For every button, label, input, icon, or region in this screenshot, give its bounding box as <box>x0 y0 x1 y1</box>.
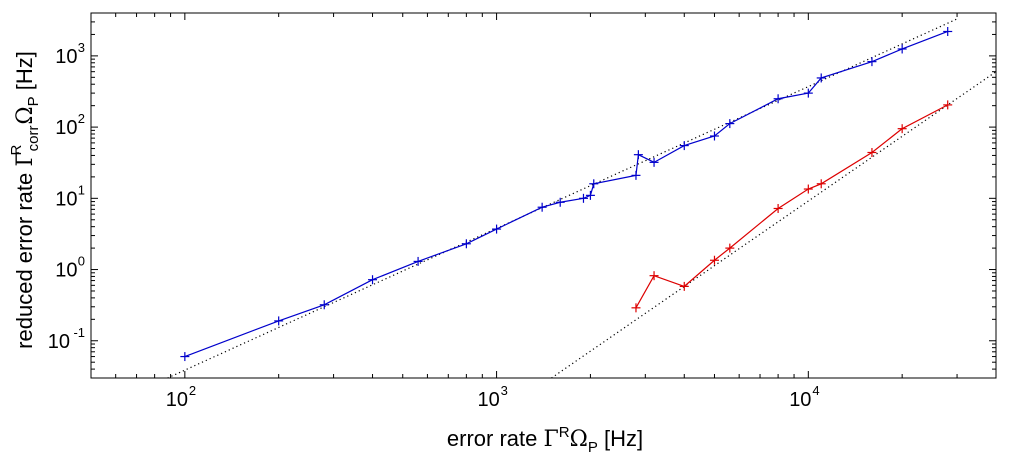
x-tick-exponent: 2 <box>189 383 196 398</box>
series-1-point <box>589 179 599 189</box>
y-axis-gamma-symbol: Γ <box>13 151 38 166</box>
series-2-point <box>867 147 877 157</box>
x-axis-label: error rate ΓRΩP [Hz] <box>447 424 643 456</box>
y-tick-label: 10 <box>55 117 77 139</box>
x-axis-unit: [Hz] <box>598 426 643 451</box>
x-tick-exponent: 4 <box>812 383 819 398</box>
series-2-point <box>709 255 719 265</box>
series-1-point <box>679 141 689 151</box>
y-tick-exponent: 0 <box>78 254 85 269</box>
series-1-point <box>803 88 813 98</box>
series-1 <box>180 26 953 362</box>
x-axis-superscript: R <box>559 424 570 441</box>
series-layer <box>180 26 953 362</box>
y-axis-superscript: R <box>8 145 25 156</box>
x-tick-label: 10 <box>789 389 811 411</box>
x-axis-omega-symbol: Ω <box>570 427 588 452</box>
y-axis-subscript-p: P <box>25 96 42 106</box>
series-1-point <box>492 224 502 234</box>
series-2-point <box>803 184 813 194</box>
series-2 <box>631 100 953 313</box>
series-2-point <box>943 100 953 110</box>
series-1-point <box>816 73 826 83</box>
y-tick-label: 10 <box>55 46 77 68</box>
y-axis-unit: [Hz] <box>12 51 37 96</box>
series-2-point <box>649 271 659 281</box>
y-tick-label: 10 <box>55 188 77 210</box>
y-tick-exponent: 3 <box>78 40 85 55</box>
series-1-point <box>319 300 329 310</box>
y-tick-label: 10 <box>48 331 70 353</box>
series-1-point <box>709 131 719 141</box>
axis-ticks <box>90 12 997 379</box>
y-axis-subscript-corr: corr <box>25 126 42 152</box>
x-tick-label: 10 <box>477 389 499 411</box>
series-2-point <box>816 179 826 189</box>
x-axis-gamma-symbol: Γ <box>543 427 558 452</box>
series-1-point <box>555 197 565 207</box>
series-2-point <box>725 243 735 253</box>
y-tick-exponent: 2 <box>78 111 85 126</box>
series-1-point <box>585 190 595 200</box>
series-2-point <box>679 281 689 291</box>
y-tick-exponent: 1 <box>78 182 85 197</box>
series-1-point <box>461 239 471 249</box>
series-1-point <box>274 316 284 326</box>
y-axis-label: reduced error rate ΓcorrR ΩP [Hz] <box>8 51 42 349</box>
series-2-point <box>773 203 783 213</box>
series-1-point <box>537 202 547 212</box>
x-tick-exponent: 3 <box>501 383 508 398</box>
series-1-point <box>180 352 190 362</box>
reference-line-1 <box>167 18 958 378</box>
series-1-point <box>633 150 643 160</box>
series-1-point <box>631 170 641 180</box>
series-2-point <box>631 303 641 313</box>
series-2-point <box>897 124 907 134</box>
x-tick-label: 10 <box>166 389 188 411</box>
reference-lines <box>167 18 996 378</box>
series-1-point <box>897 44 907 54</box>
y-axis-label-text: reduced error rate <box>12 167 37 349</box>
y-axis-omega-symbol: Ω <box>13 106 38 124</box>
series-1-line <box>184 30 948 358</box>
y-tick-label: 10 <box>55 260 77 282</box>
series-1-point <box>773 94 783 104</box>
series-1-point <box>867 57 877 67</box>
series-1-point <box>578 193 588 203</box>
series-1-point <box>368 275 378 285</box>
series-1-point <box>413 256 423 266</box>
series-1-point <box>725 119 735 129</box>
series-1-point <box>649 157 659 167</box>
y-tick-exponent: -1 <box>73 325 85 340</box>
reference-line-2 <box>551 71 996 378</box>
x-axis-label-text: error rate <box>447 426 544 451</box>
series-1-point <box>943 26 953 36</box>
plot-area-frame <box>90 12 997 379</box>
x-axis-subscript: P <box>588 439 598 456</box>
